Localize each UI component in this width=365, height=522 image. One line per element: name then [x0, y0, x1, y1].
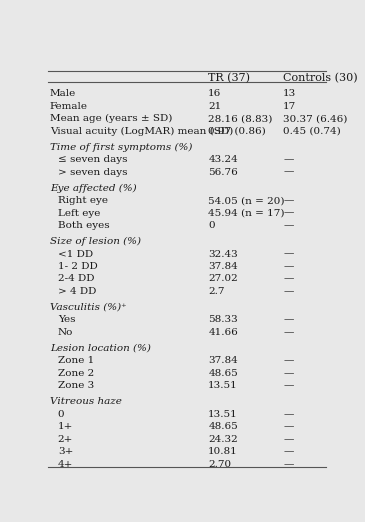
Text: 0.97 (0.86): 0.97 (0.86) — [208, 126, 266, 136]
Text: > 4 DD: > 4 DD — [58, 287, 96, 296]
Text: 43.24: 43.24 — [208, 155, 238, 164]
Text: Both eyes: Both eyes — [58, 221, 110, 230]
Text: 0: 0 — [208, 221, 215, 230]
Text: 2+: 2+ — [58, 435, 73, 444]
Text: 0.45 (0.74): 0.45 (0.74) — [283, 126, 341, 136]
Text: Female: Female — [50, 102, 88, 111]
Text: 0: 0 — [58, 410, 64, 419]
Text: —: — — [283, 357, 293, 365]
Text: 10.81: 10.81 — [208, 447, 238, 456]
Text: Vasculitis (%)⁺: Vasculitis (%)⁺ — [50, 303, 127, 312]
Text: 56.76: 56.76 — [208, 168, 238, 176]
Text: 30.37 (6.46): 30.37 (6.46) — [283, 114, 347, 123]
Text: 13.51: 13.51 — [208, 382, 238, 390]
Text: —: — — [283, 209, 293, 218]
Text: 2-4 DD: 2-4 DD — [58, 275, 94, 283]
Text: —: — — [283, 382, 293, 390]
Text: Visual acuity (LogMAR) mean (SD): Visual acuity (LogMAR) mean (SD) — [50, 126, 233, 136]
Text: —: — — [283, 315, 293, 325]
Text: —: — — [283, 262, 293, 271]
Text: —: — — [283, 250, 293, 258]
Text: 54.05 (n = 20): 54.05 (n = 20) — [208, 196, 285, 205]
Text: —: — — [283, 410, 293, 419]
Text: —: — — [283, 155, 293, 164]
Text: 28.16 (8.83): 28.16 (8.83) — [208, 114, 273, 123]
Text: 3+: 3+ — [58, 447, 73, 456]
Text: 16: 16 — [208, 89, 222, 98]
Text: Zone 3: Zone 3 — [58, 382, 94, 390]
Text: 21: 21 — [208, 102, 222, 111]
Text: 4+: 4+ — [58, 460, 73, 469]
Text: 58.33: 58.33 — [208, 315, 238, 325]
Text: 13.51: 13.51 — [208, 410, 238, 419]
Text: —: — — [283, 196, 293, 205]
Text: 41.66: 41.66 — [208, 328, 238, 337]
Text: 48.65: 48.65 — [208, 422, 238, 431]
Text: —: — — [283, 328, 293, 337]
Text: > seven days: > seven days — [58, 168, 127, 176]
Text: 1- 2 DD: 1- 2 DD — [58, 262, 97, 271]
Text: TR (37): TR (37) — [208, 73, 250, 84]
Text: Time of first symptoms (%): Time of first symptoms (%) — [50, 143, 192, 152]
Text: 17: 17 — [283, 102, 296, 111]
Text: Yes: Yes — [58, 315, 75, 325]
Text: —: — — [283, 422, 293, 431]
Text: —: — — [283, 460, 293, 469]
Text: ≤ seven days: ≤ seven days — [58, 155, 127, 164]
Text: 24.32: 24.32 — [208, 435, 238, 444]
Text: Vitreous haze: Vitreous haze — [50, 397, 122, 407]
Text: Controls (30): Controls (30) — [283, 73, 358, 84]
Text: —: — — [283, 221, 293, 230]
Text: Right eye: Right eye — [58, 196, 108, 205]
Text: Mean age (years ± SD): Mean age (years ± SD) — [50, 114, 172, 123]
Text: Eye affected (%): Eye affected (%) — [50, 184, 137, 193]
Text: 27.02: 27.02 — [208, 275, 238, 283]
Text: —: — — [283, 287, 293, 296]
Text: —: — — [283, 447, 293, 456]
Text: Male: Male — [50, 89, 76, 98]
Text: Size of lesion (%): Size of lesion (%) — [50, 237, 141, 246]
Text: No: No — [58, 328, 73, 337]
Text: 32.43: 32.43 — [208, 250, 238, 258]
Text: —: — — [283, 275, 293, 283]
Text: 2.70: 2.70 — [208, 460, 231, 469]
Text: 1+: 1+ — [58, 422, 73, 431]
Text: Lesion location (%): Lesion location (%) — [50, 344, 151, 353]
Text: 2.7: 2.7 — [208, 287, 225, 296]
Text: 13: 13 — [283, 89, 296, 98]
Text: 37.84: 37.84 — [208, 357, 238, 365]
Text: —: — — [283, 435, 293, 444]
Text: <1 DD: <1 DD — [58, 250, 93, 258]
Text: Zone 1: Zone 1 — [58, 357, 94, 365]
Text: —: — — [283, 369, 293, 378]
Text: 45.94 (n = 17): 45.94 (n = 17) — [208, 209, 285, 218]
Text: Left eye: Left eye — [58, 209, 100, 218]
Text: 37.84: 37.84 — [208, 262, 238, 271]
Text: Zone 2: Zone 2 — [58, 369, 94, 378]
Text: 48.65: 48.65 — [208, 369, 238, 378]
Text: —: — — [283, 168, 293, 176]
